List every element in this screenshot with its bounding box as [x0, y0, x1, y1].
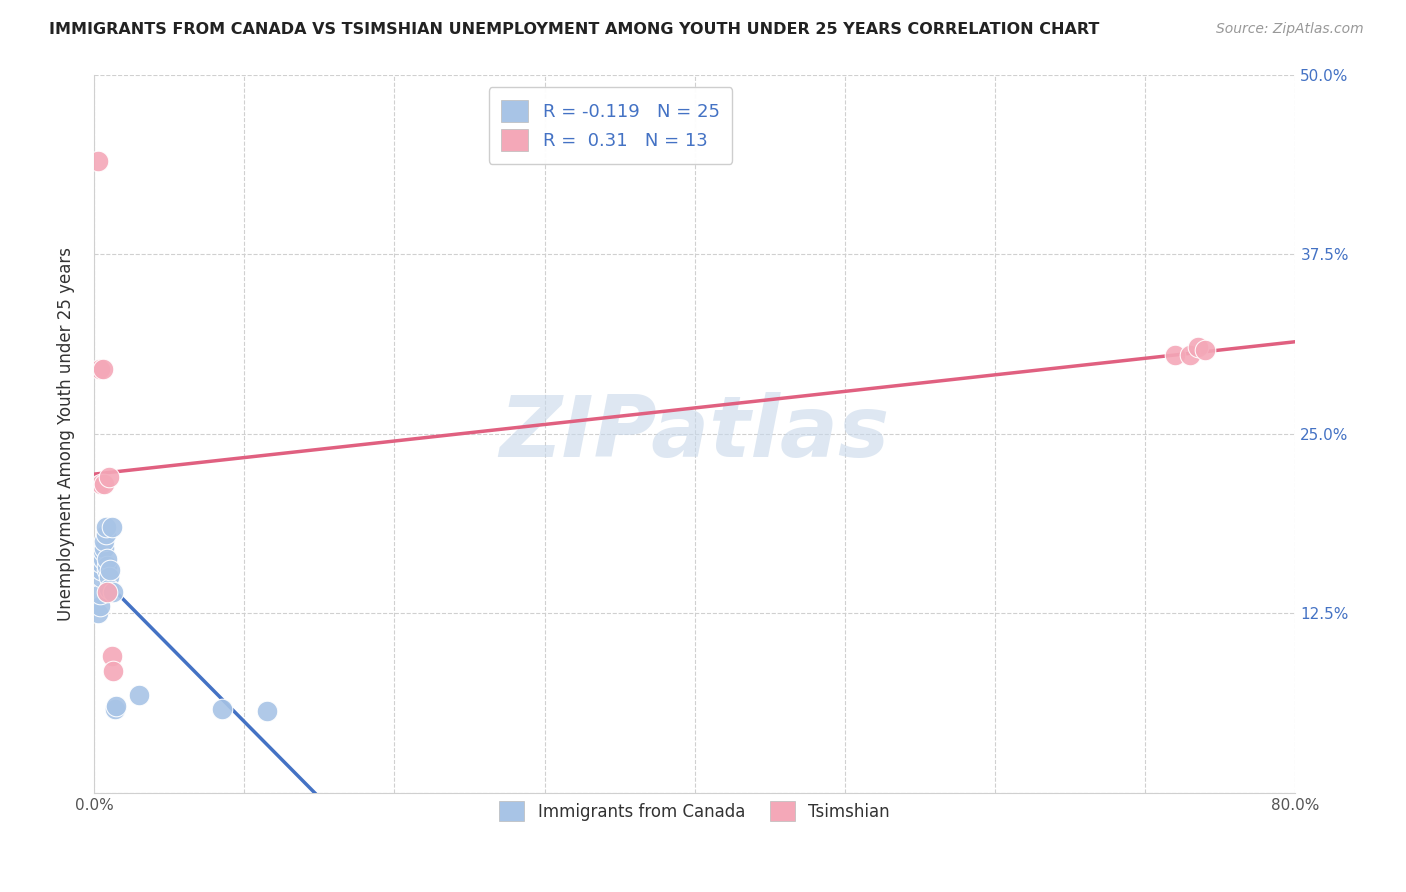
Point [93, 541, 115, 556]
Point [90, 476, 112, 491]
Y-axis label: Unemployment Among Youth under 25 years: Unemployment Among Youth under 25 years [58, 246, 75, 621]
Point [89, 362, 111, 376]
Legend: Immigrants from Canada, Tsimshian: Immigrants from Canada, Tsimshian [486, 788, 904, 835]
Point [91, 544, 114, 558]
Text: Source: ZipAtlas.com: Source: ZipAtlas.com [1216, 22, 1364, 37]
Point [256, 704, 278, 718]
Point [90, 556, 112, 570]
Point [105, 699, 128, 714]
Point [93, 534, 115, 549]
Point [96, 551, 118, 566]
Point [1194, 343, 1216, 358]
Point [96, 563, 118, 577]
Point [97, 582, 120, 596]
Point [1187, 340, 1209, 354]
Point [91, 551, 114, 566]
Point [103, 664, 125, 678]
Point [103, 584, 125, 599]
Point [90, 570, 112, 584]
Point [87, 606, 110, 620]
Point [93, 476, 115, 491]
Point [211, 702, 233, 716]
Point [1164, 348, 1187, 362]
Point [89, 587, 111, 601]
Text: ZIPatlas: ZIPatlas [499, 392, 890, 475]
Text: IMMIGRANTS FROM CANADA VS TSIMSHIAN UNEMPLOYMENT AMONG YOUTH UNDER 25 YEARS CORR: IMMIGRANTS FROM CANADA VS TSIMSHIAN UNEM… [49, 22, 1099, 37]
Point [104, 702, 127, 716]
Point [100, 563, 122, 577]
Point [128, 688, 150, 702]
Point [94, 520, 117, 534]
Point [90, 563, 112, 577]
Point [96, 584, 118, 599]
Point [96, 558, 118, 573]
Point [87, 153, 110, 168]
Point [97, 570, 120, 584]
Point [97, 469, 120, 483]
Point [1180, 348, 1202, 362]
Point [91, 362, 114, 376]
Point [89, 599, 111, 613]
Point [94, 527, 117, 541]
Point [101, 520, 124, 534]
Point [101, 649, 124, 664]
